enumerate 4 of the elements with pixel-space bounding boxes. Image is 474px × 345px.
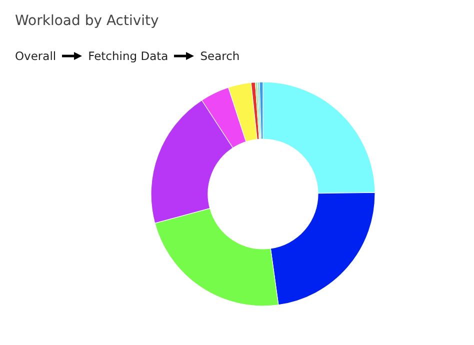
text: Fetching Data [88,49,168,63]
chart-title: Workload by Activity [15,13,159,29]
text: Overall [15,49,56,63]
text: Search [200,49,240,63]
